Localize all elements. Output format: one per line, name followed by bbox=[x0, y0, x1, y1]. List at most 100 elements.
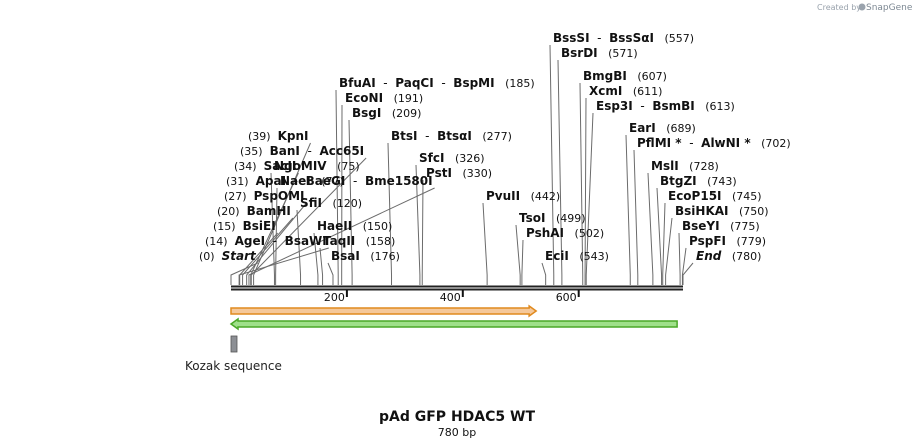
enzyme-name: BtgZI bbox=[660, 174, 697, 188]
site-label: BtgZI (743) bbox=[660, 174, 737, 188]
site-bseyi[interactable]: BseYI (775) bbox=[682, 219, 760, 233]
site-bsgi[interactable]: BsgI (209) bbox=[352, 106, 421, 120]
site-position: (543) bbox=[579, 250, 609, 263]
spacer bbox=[355, 235, 366, 248]
spacer bbox=[729, 205, 740, 218]
site-sfii[interactable]: SfiI (120) bbox=[300, 196, 362, 210]
enzyme-name: BspMI bbox=[453, 76, 494, 90]
kozak-feature[interactable] bbox=[230, 335, 238, 353]
site-econi[interactable]: EcoNI (191) bbox=[345, 91, 423, 105]
site-pvuii[interactable]: PvuII (442) bbox=[486, 189, 560, 203]
site-sfci[interactable]: SfcI (326) bbox=[419, 151, 485, 165]
spacer bbox=[327, 160, 338, 173]
leader-line bbox=[515, 224, 521, 285]
enzyme-name: PspFI bbox=[689, 234, 726, 248]
separator: - bbox=[345, 174, 365, 188]
site-pspomi[interactable]: (27) PspOMI bbox=[224, 189, 305, 203]
site-esp3i[interactable]: Esp3I - BsmBI (613) bbox=[596, 99, 735, 113]
site-ecop15i[interactable]: EcoP15I (745) bbox=[668, 189, 762, 203]
spacer bbox=[564, 227, 575, 240]
site-pshai[interactable]: PshAI (502) bbox=[526, 226, 604, 240]
spacer bbox=[352, 220, 363, 233]
enzyme-name: NgoMIV bbox=[274, 159, 327, 173]
credit-prefix: Created by bbox=[817, 3, 861, 12]
spacer bbox=[545, 212, 556, 225]
site-position: (607) bbox=[637, 70, 667, 83]
spacer bbox=[383, 92, 394, 105]
enzyme-name: XcmI bbox=[589, 84, 622, 98]
enzyme-name: Acc65I bbox=[319, 144, 364, 158]
site-xcmi[interactable]: XcmI (611) bbox=[589, 84, 662, 98]
spacer bbox=[228, 235, 235, 248]
site-label: BsgI (209) bbox=[352, 106, 421, 120]
site-position: (277) bbox=[482, 130, 512, 143]
orf-forward-arrow[interactable] bbox=[230, 304, 538, 318]
leader-line bbox=[662, 202, 666, 285]
spacer bbox=[679, 160, 690, 173]
site-btgzi[interactable]: BtgZI (743) bbox=[660, 174, 737, 188]
site-psti[interactable]: PstI (330) bbox=[426, 166, 492, 180]
enzyme-name: MslI bbox=[651, 159, 679, 173]
enzyme-name: BmgBI bbox=[583, 69, 627, 83]
leader-line bbox=[248, 187, 435, 285]
site-pflmi[interactable]: PflMI * - AlwNI * (702) bbox=[637, 136, 791, 150]
credit-brand: SnapGene bbox=[866, 3, 913, 13]
site-position: (120) bbox=[333, 197, 363, 210]
site-msli[interactable]: MslI (728) bbox=[651, 159, 719, 173]
site-sacii[interactable]: (34) SacII bbox=[234, 159, 296, 173]
site-btsi[interactable]: BtsI - BtsαI (277) bbox=[391, 129, 512, 143]
site-position: (35) bbox=[240, 145, 263, 158]
site-naei[interactable]: NaeI (77) bbox=[280, 174, 344, 188]
site-label: BtsI - BtsαI (277) bbox=[391, 129, 512, 143]
leader-line bbox=[275, 187, 278, 285]
site-position: (34) bbox=[234, 160, 257, 173]
site-label: SfiI (120) bbox=[300, 196, 362, 210]
enzyme-name: SacII bbox=[264, 159, 297, 173]
enzyme-name: EcoNI bbox=[345, 91, 383, 105]
site-bfuai[interactable]: BfuAI - PaqCI - BspMI (185) bbox=[339, 76, 535, 90]
site-tsoi[interactable]: TsoI (499) bbox=[519, 211, 586, 225]
site-ecii[interactable]: EciI (543) bbox=[545, 249, 609, 263]
site-eari[interactable]: EarI (689) bbox=[629, 121, 696, 135]
site-label: BsiHKAI (750) bbox=[675, 204, 769, 218]
leader-line bbox=[335, 89, 339, 285]
site-label: NgoMIV (75) bbox=[274, 159, 360, 173]
site-bsiei[interactable]: (15) BsiEI bbox=[213, 219, 276, 233]
site-haeii[interactable]: HaeII (150) bbox=[317, 219, 392, 233]
site-position: (780) bbox=[732, 250, 762, 263]
site-position: (571) bbox=[608, 47, 638, 60]
site-kpni[interactable]: (39) KpnI bbox=[248, 129, 309, 143]
spacer bbox=[721, 250, 732, 263]
site-position: (77) bbox=[321, 175, 344, 188]
leader-line bbox=[585, 112, 594, 285]
features-track: Kozak sequence bbox=[185, 304, 678, 373]
site-agei[interactable]: (14) AgeI - BsaWI bbox=[205, 234, 327, 248]
gfp-reverse-arrow[interactable] bbox=[229, 317, 678, 331]
enzyme-name: PstI bbox=[426, 166, 452, 180]
site-bsai[interactable]: BsaI (176) bbox=[331, 249, 400, 263]
site-bsihkai[interactable]: BsiHKAI (750) bbox=[675, 204, 769, 218]
ruler-tick-label-600: 600 bbox=[556, 291, 577, 304]
site-bmgbi[interactable]: BmgBI (607) bbox=[583, 69, 667, 83]
enzyme-name: PvuII bbox=[486, 189, 520, 203]
site-bamhi[interactable]: (20) BamHI bbox=[217, 204, 291, 218]
site-position: (185) bbox=[505, 77, 535, 90]
site-bsrdi[interactable]: BsrDI (571) bbox=[561, 46, 638, 60]
site-position: (158) bbox=[366, 235, 396, 248]
site-label: EcoP15I (745) bbox=[668, 189, 762, 203]
site-taqii[interactable]: TaqII (158) bbox=[323, 234, 395, 248]
spacer bbox=[472, 130, 483, 143]
enzyme-name: SfcI bbox=[419, 151, 444, 165]
enzyme-name: TaqII bbox=[323, 234, 355, 248]
site-apai[interactable]: (31) ApaI - BaeGI - Bme1580I bbox=[226, 174, 433, 188]
enzyme-name: BssSαI bbox=[609, 31, 654, 45]
site-bsssi[interactable]: BssSI - BssSαI (557) bbox=[553, 31, 694, 45]
site-label: (20) BamHI bbox=[217, 204, 291, 218]
site-start[interactable]: (0) Start bbox=[199, 249, 257, 263]
site-label: (27) PspOMI bbox=[224, 189, 305, 203]
site-bani[interactable]: (35) BanI - Acc65I bbox=[240, 144, 364, 158]
site-ngomiv[interactable]: NgoMIV (75) bbox=[274, 159, 360, 173]
site-end[interactable]: End (780) bbox=[696, 249, 761, 263]
leader-line bbox=[319, 247, 324, 285]
site-pspfi[interactable]: PspFI (779) bbox=[689, 234, 766, 248]
